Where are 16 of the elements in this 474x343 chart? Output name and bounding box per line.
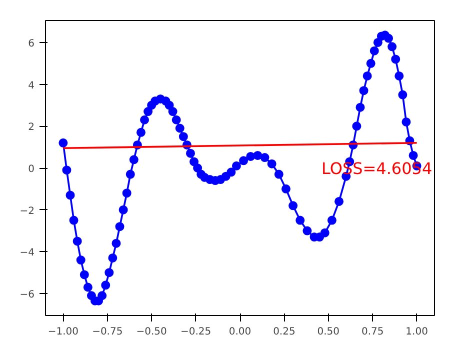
- y-tick-label: −6: [20, 290, 35, 301]
- x-tick-label: 0.00: [228, 326, 252, 338]
- x-tick-label: −0.50: [136, 326, 167, 338]
- x-tick-label: 0.25: [273, 326, 296, 338]
- x-tick-label: −0.75: [92, 326, 123, 338]
- y-tick-label: −4: [20, 248, 35, 259]
- x-tick-label: 0.50: [317, 326, 340, 338]
- y-tick-label: 2: [28, 122, 35, 134]
- y-tick-label: 6: [28, 38, 35, 50]
- x-tick-label: −1.00: [48, 326, 79, 338]
- y-tick-label: 4: [28, 80, 35, 92]
- x-tick-label: 1.00: [406, 326, 428, 338]
- x-tick-label: −0.25: [180, 326, 212, 338]
- x-tick-label: 0.75: [361, 326, 384, 338]
- y-tick-label: 0: [28, 164, 35, 175]
- y-tick-label: −2: [20, 206, 35, 217]
